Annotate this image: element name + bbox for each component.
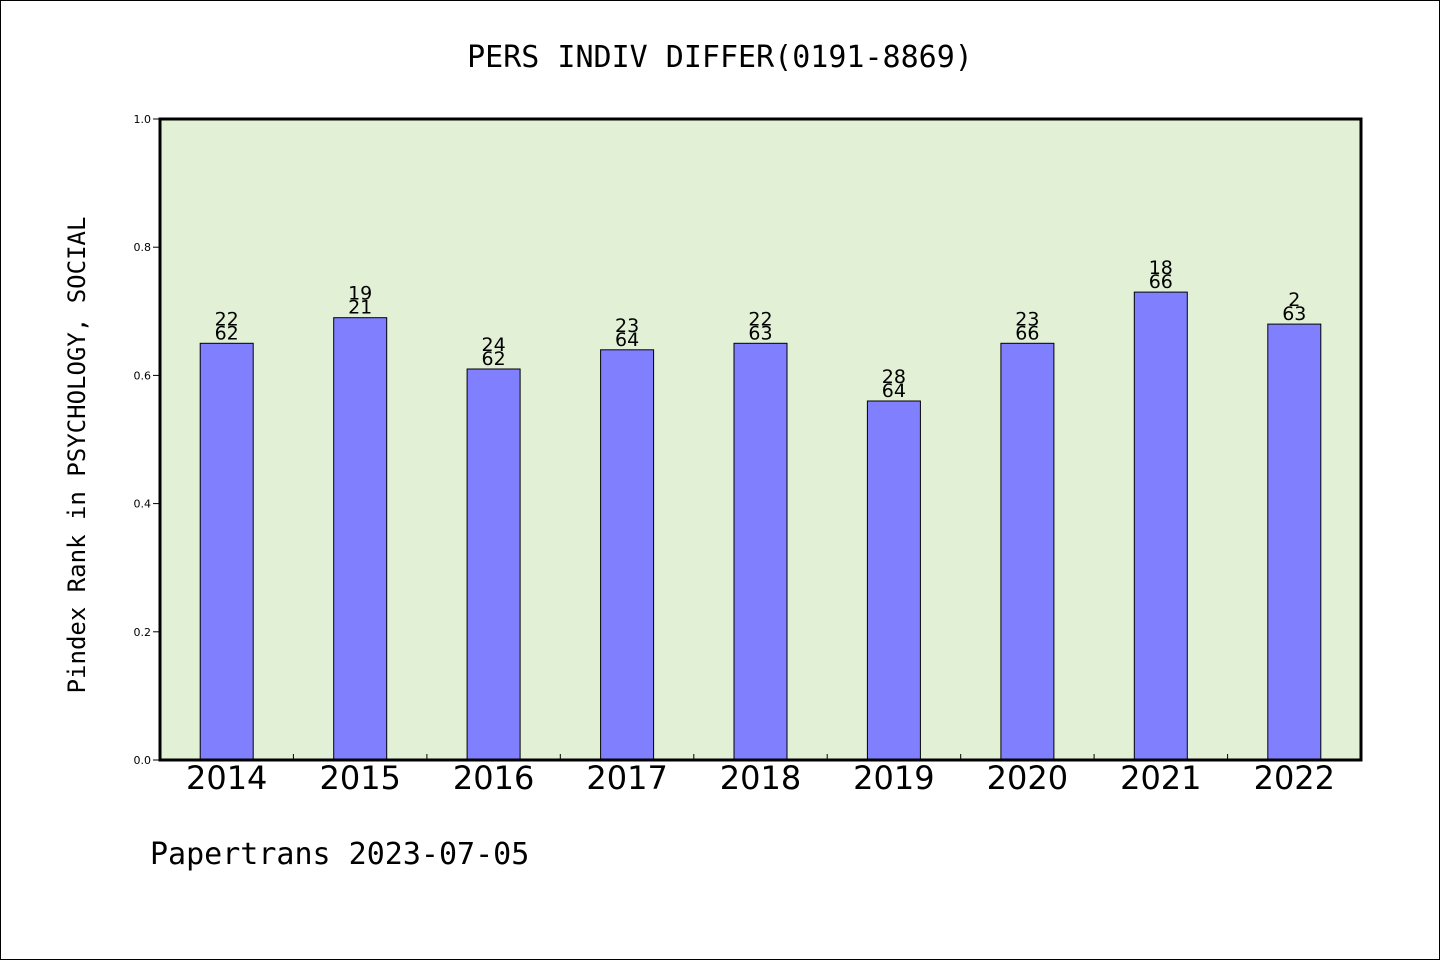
bar-label-top-2020: 23 [1015,308,1039,330]
bar-label-top-2017: 23 [615,315,639,337]
bar-label-top-2018: 22 [748,308,772,330]
bar-label-top-2021: 18 [1149,257,1173,279]
bar-2021 [1133,291,1188,761]
bar-2019 [866,400,921,761]
bar-label-bottom-2019: 64 [882,380,906,402]
bar-label-bottom-2015: 21 [348,297,372,319]
x-tick-label-2015: 2015 [319,759,400,797]
y-axis-label: Pindex Rank in PSYCHOLOGY, SOCIAL [63,217,91,694]
x-tick-label-2022: 2022 [1254,759,1335,797]
y-axis: 0.0 0.2 0.4 0.6 0.8 1.0 [134,113,160,767]
y-tick-label: 0.2 [134,626,152,639]
y-tick-label: 0.0 [134,754,152,767]
bar-label-top-2014: 22 [215,308,239,330]
x-tick-label-2020: 2020 [987,759,1068,797]
x-tick-label-2021: 2021 [1120,759,1201,797]
bar-label-bottom-2014: 62 [215,322,239,344]
bar-label-top-2022: 2 [1288,289,1300,311]
bar-label-top-2015: 19 [348,283,372,305]
x-tick-label-2018: 2018 [720,759,801,797]
bar-label-top-2019: 28 [882,366,906,388]
y-tick-label: 1.0 [134,113,152,126]
bar-label-bottom-2022: 63 [1282,303,1306,325]
x-tick-label-2019: 2019 [853,759,934,797]
y-tick-label: 0.8 [134,241,152,254]
y-tick-label: 0.6 [134,369,152,382]
bar-2015 [333,317,388,761]
bars-layer [199,291,1322,761]
bar-label-bottom-2021: 66 [1149,271,1173,293]
x-axis: 2014 2015 2016 2017 2018 2019 2020 2021 2022 [186,754,1335,797]
plot-border [158,117,1363,762]
bar-label-bottom-2018: 63 [748,322,772,344]
bar-label-bottom-2017: 64 [615,329,639,351]
bar-2020 [1000,342,1055,761]
x-tick-label-2017: 2017 [586,759,667,797]
bar-2018 [733,342,788,761]
chart-title: PERS INDIV DIFFER(0191-8869) [467,40,973,75]
bar-label-bottom-2016: 62 [482,348,506,370]
x-tick-label-2016: 2016 [453,759,534,797]
y-tick-label: 0.4 [134,498,152,511]
bar-2014 [199,342,254,761]
x-tick-label-2014: 2014 [186,759,267,797]
bar-label-top-2016: 24 [482,334,506,356]
bar-2022 [1267,323,1322,761]
bar-2016 [466,368,521,761]
credit-text: Papertrans 2023-07-05 [150,837,529,872]
bar-label-bottom-2020: 66 [1015,322,1039,344]
bar-2017 [600,349,655,761]
